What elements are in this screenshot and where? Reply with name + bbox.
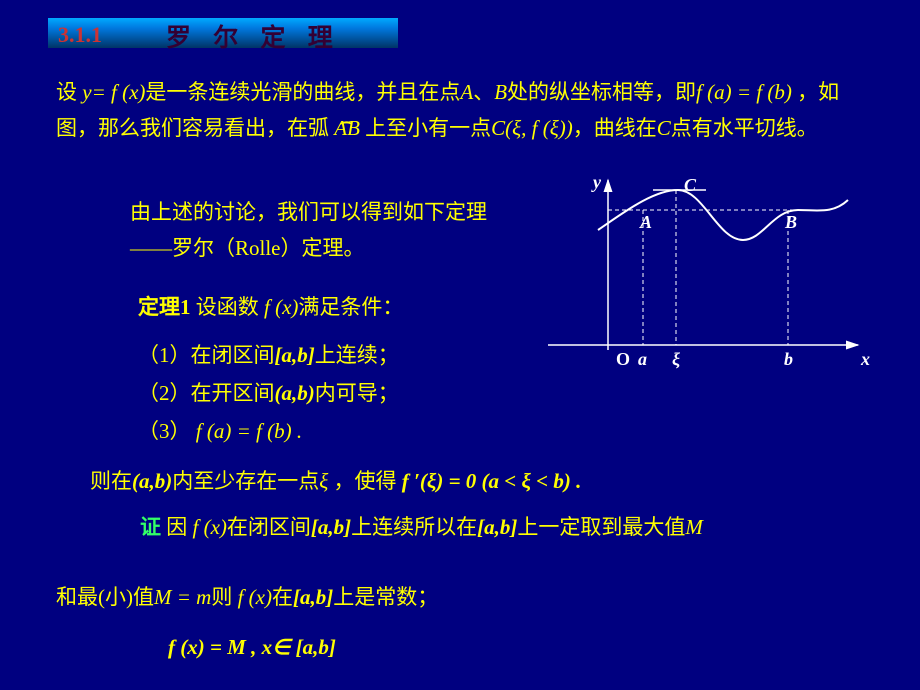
text: ，曲线在 bbox=[573, 116, 657, 140]
text: 和最(小)值 bbox=[56, 585, 154, 609]
math: C(ξ, f (ξ)) bbox=[491, 116, 573, 140]
result-line: 则在(a,b)内至少存在一点ξ ，使得 f ′(ξ) = 0 (a < ξ < … bbox=[90, 464, 890, 500]
text: 上是常数； bbox=[333, 585, 438, 609]
math: ξ bbox=[319, 469, 333, 493]
math: M = m bbox=[154, 585, 211, 609]
text: ）定理。 bbox=[281, 236, 365, 260]
text: 内至少存在一点 bbox=[172, 469, 319, 493]
math: M bbox=[685, 515, 703, 539]
svg-text:B: B bbox=[784, 212, 797, 232]
math: f (x) bbox=[193, 515, 227, 539]
proof-paragraph: 证 因 f (x)在闭区间[a,b]上连续所以在[a,b]上一定取到最大值M bbox=[140, 510, 860, 546]
svg-text:ξ: ξ bbox=[672, 349, 680, 370]
math: B bbox=[494, 80, 507, 104]
text: 、 bbox=[473, 80, 494, 104]
math: [a,b] bbox=[275, 343, 315, 367]
math: [a,b] bbox=[477, 515, 517, 539]
condition-3: （3） f (a) = f (b) . bbox=[138, 414, 302, 450]
proof-label: 证 bbox=[140, 515, 161, 539]
intro-paragraph: 设 y= f (x)是一条连续光滑的曲线，并且在点A、B处的纵坐标相等，即f (… bbox=[56, 75, 866, 146]
condition-2: （2）在开区间(a,b)内可导； bbox=[138, 376, 399, 412]
math-arc: AB bbox=[334, 116, 360, 140]
math: f (a) = f (b) bbox=[696, 80, 792, 104]
text: （2）在开区间 bbox=[138, 381, 275, 405]
text: 点有水平切线。 bbox=[671, 116, 818, 140]
math: (a,b) bbox=[132, 469, 172, 493]
math: f ′(ξ) = 0 (a < ξ < b) . bbox=[402, 469, 582, 493]
svg-text:a: a bbox=[638, 349, 647, 369]
line-10: f (x) = M , x∈ [a,b] bbox=[168, 630, 336, 666]
text: 在 bbox=[272, 585, 293, 609]
math: f (x) bbox=[232, 585, 272, 609]
text: 上连续所以在 bbox=[351, 515, 477, 539]
text: 上一定取到最大值 bbox=[517, 515, 685, 539]
condition-1: （1）在闭区间[a,b]上连续； bbox=[138, 338, 399, 374]
text: 上连续； bbox=[315, 343, 399, 367]
theorem-1: 定理1 设函数 f (x)满足条件： bbox=[138, 290, 403, 326]
text: ，使得 bbox=[334, 469, 402, 493]
text: 处的纵坐标相等，即 bbox=[507, 80, 696, 104]
math: f (x) = M , bbox=[168, 635, 256, 659]
svg-text:b: b bbox=[784, 349, 793, 369]
math: (a,b) bbox=[275, 381, 315, 405]
svg-text:A: A bbox=[639, 212, 652, 232]
text: 设函数 bbox=[191, 295, 265, 319]
text: Rolle bbox=[235, 236, 281, 260]
rolle-diagram: y x Oa ξ b A B C bbox=[538, 175, 878, 385]
text: 因 bbox=[161, 515, 193, 539]
theorem-label: 定理1 bbox=[138, 295, 191, 319]
text: 设 bbox=[56, 80, 82, 104]
line-9: 和最(小)值M = m则 f (x)在[a,b]上是常数； bbox=[56, 580, 438, 616]
discussion-paragraph: 由上述的讨论，我们可以得到如下定理——罗尔（Rolle）定理。 bbox=[130, 195, 510, 266]
text: 在闭区间 bbox=[227, 515, 311, 539]
svg-text:O: O bbox=[616, 349, 630, 369]
diagram-svg: y x Oa ξ b A B C bbox=[538, 175, 878, 385]
math: [a,b] bbox=[293, 585, 333, 609]
math: x∈ [a,b] bbox=[256, 635, 336, 659]
svg-text:y: y bbox=[591, 175, 602, 192]
text: 则 bbox=[211, 585, 232, 609]
math: C bbox=[657, 116, 671, 140]
section-number: 3.1.1 bbox=[58, 22, 102, 48]
text: 是一条连续光滑的曲线，并且在点 bbox=[145, 80, 460, 104]
section-title: 罗 尔 定 理 bbox=[166, 18, 341, 54]
svg-text:C: C bbox=[684, 175, 697, 195]
math: y= f (x) bbox=[82, 80, 145, 104]
svg-text:x: x bbox=[860, 349, 870, 369]
math: f (a) = f (b) . bbox=[196, 419, 302, 443]
math: f (x) bbox=[264, 295, 298, 319]
text: （3） bbox=[138, 419, 196, 443]
math: [a,b] bbox=[311, 515, 351, 539]
text: 满足条件： bbox=[298, 295, 403, 319]
text: 则在 bbox=[90, 469, 132, 493]
text: （1）在闭区间 bbox=[138, 343, 275, 367]
math: A bbox=[460, 80, 473, 104]
text: 内可导； bbox=[315, 381, 399, 405]
text: 上至小有一点 bbox=[360, 116, 491, 140]
